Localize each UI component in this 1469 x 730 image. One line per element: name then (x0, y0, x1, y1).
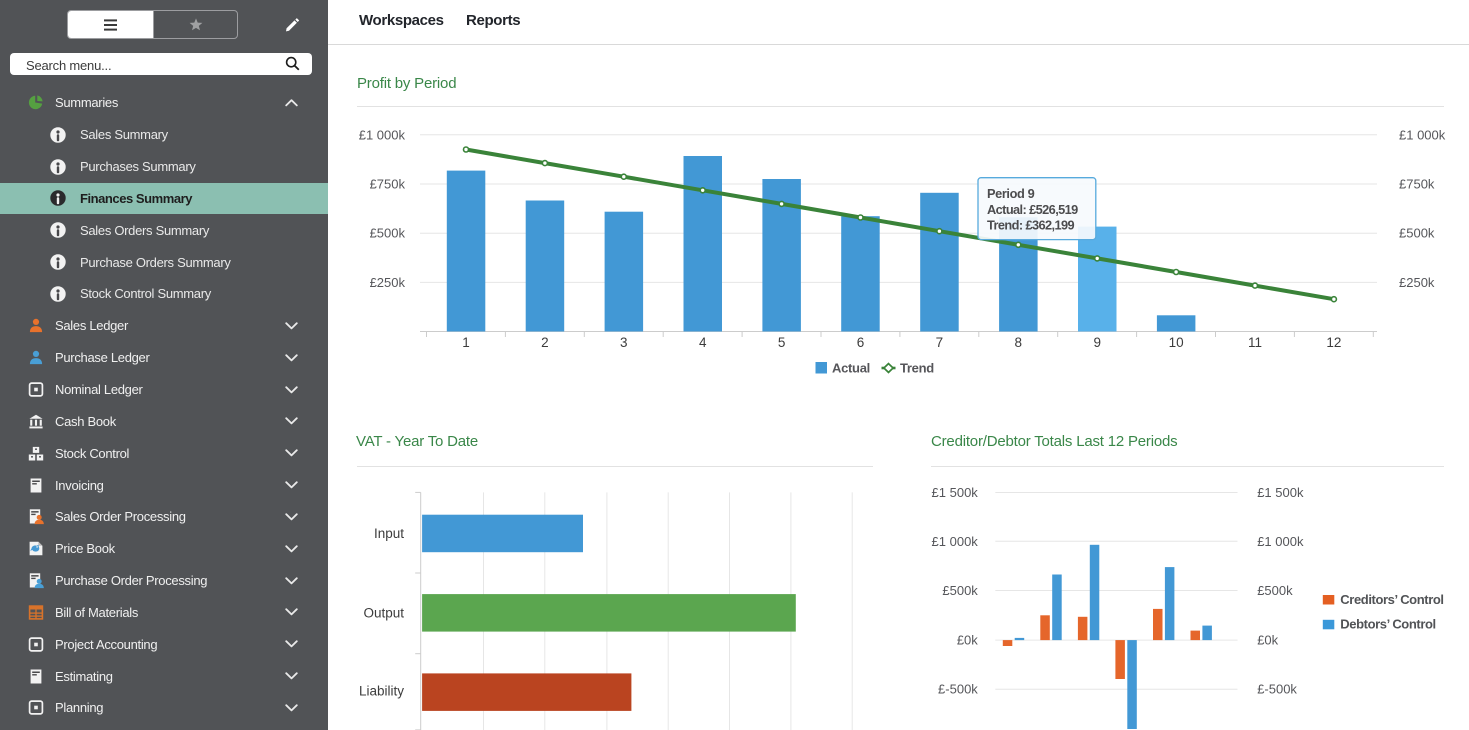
svg-text:£0k: £0k (957, 633, 978, 648)
svg-text:£250k: £250k (1399, 275, 1435, 290)
svg-text:Trend: £362,199: Trend: £362,199 (987, 218, 1075, 233)
svg-text:6: 6 (857, 335, 865, 350)
svg-text:£750k: £750k (370, 177, 406, 192)
svg-text:£1 000k: £1 000k (932, 534, 979, 549)
svg-text:£750k: £750k (1399, 177, 1435, 192)
svg-text:£500k: £500k (942, 583, 978, 598)
svg-text:2: 2 (541, 335, 549, 350)
svg-text:4: 4 (699, 335, 707, 350)
svg-text:5: 5 (778, 335, 786, 350)
svg-text:11: 11 (1248, 335, 1262, 350)
svg-text:Input: Input (374, 526, 404, 541)
svg-text:Creditors’ Control: Creditors’ Control (1340, 592, 1443, 607)
svg-text:£-500k: £-500k (1257, 682, 1297, 697)
svg-text:Trend: Trend (900, 361, 934, 376)
svg-text:£1 500k: £1 500k (1257, 485, 1304, 500)
svg-text:Output: Output (363, 606, 404, 621)
svg-text:1: 1 (462, 335, 470, 350)
svg-text:Liability: Liability (359, 684, 404, 699)
svg-text:Actual: Actual (832, 361, 870, 376)
svg-text:£-500k: £-500k (938, 682, 978, 697)
svg-text:12: 12 (1326, 335, 1341, 350)
svg-text:£500k: £500k (1257, 583, 1293, 598)
svg-text:Actual: £526,519: Actual: £526,519 (987, 202, 1078, 217)
svg-text:£500k: £500k (370, 226, 406, 241)
svg-text:10: 10 (1169, 335, 1184, 350)
svg-text:9: 9 (1093, 335, 1101, 350)
svg-text:£1 000k: £1 000k (359, 127, 406, 142)
svg-text:7: 7 (936, 335, 944, 350)
svg-text:8: 8 (1015, 335, 1023, 350)
svg-text:£250k: £250k (370, 275, 406, 290)
svg-text:Debtors’ Control: Debtors’ Control (1340, 617, 1435, 632)
svg-text:3: 3 (620, 335, 628, 350)
svg-text:Period 9: Period 9 (987, 186, 1035, 201)
svg-text:£1 000k: £1 000k (1257, 534, 1304, 549)
svg-text:£0k: £0k (1257, 633, 1278, 648)
svg-text:£1 000k: £1 000k (1399, 127, 1446, 142)
svg-text:£1 500k: £1 500k (932, 485, 979, 500)
svg-text:£500k: £500k (1399, 226, 1435, 241)
